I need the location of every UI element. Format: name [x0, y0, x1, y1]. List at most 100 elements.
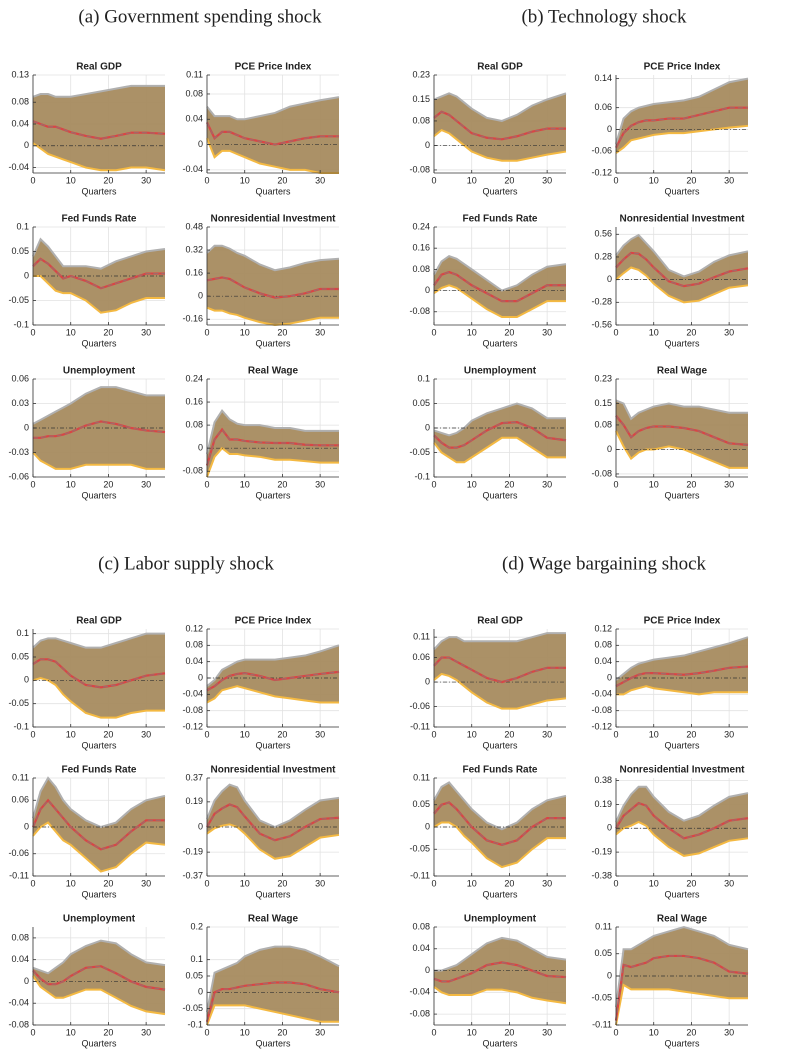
x-tick-label: 20 [504, 878, 514, 888]
band-upper-edge [206, 409, 339, 455]
y-tick-label: -0.08 [409, 306, 430, 316]
y-tick-label: 0 [24, 821, 29, 831]
y-tick-label: 0.24 [412, 221, 430, 231]
y-tick-label: 0.05 [11, 651, 29, 661]
y-tick-label: -0.08 [409, 1008, 430, 1018]
band-lower-edge [33, 275, 165, 314]
y-tick-label: 0 [607, 124, 612, 134]
x-tick-label: 30 [724, 175, 734, 185]
y-tick-label: 0.11 [413, 632, 430, 642]
chart-title: Real GDP [477, 616, 523, 627]
y-tick-label: -0.06 [8, 848, 29, 858]
chart-title: Unemployment [63, 366, 136, 377]
y-tick-label: -0.04 [591, 689, 612, 699]
x-tick-label: 30 [724, 729, 734, 739]
y-tick-label: 0.08 [594, 419, 612, 429]
y-tick-label: 0 [607, 444, 612, 454]
credible-band [207, 645, 339, 703]
y-tick-label: 0.23 [412, 69, 430, 79]
y-tick-label: 0.32 [185, 244, 203, 254]
y-tick-label: -0.1 [13, 721, 29, 731]
y-tick-label: 0 [607, 970, 612, 980]
y-tick-label: -0.16 [182, 314, 203, 324]
y-tick-label: -0.56 [591, 319, 612, 329]
band-lower-edge [206, 446, 339, 478]
y-tick-label: 0.06 [412, 652, 430, 662]
chart-title: Nonresidential Investment [619, 214, 745, 225]
y-tick-label: 0.16 [412, 243, 430, 253]
chart-title: Fed Funds Rate [462, 214, 537, 225]
chart-title: Nonresidential Investment [210, 214, 336, 225]
x-tick-label: 0 [30, 729, 35, 739]
median-dashed [615, 955, 749, 1021]
x-tick-label: 0 [204, 175, 209, 185]
y-tick-label: -0.04 [182, 689, 203, 699]
chart-title: Unemployment [464, 914, 537, 925]
band-lower-edge [615, 983, 748, 1026]
x-tick-label: 0 [613, 479, 618, 489]
y-tick-label: 0.15 [594, 398, 612, 408]
y-tick-label: 0.11 [413, 772, 430, 782]
x-tick-label: 20 [504, 479, 514, 489]
chart-title: Real Wage [657, 366, 708, 377]
median-line [33, 420, 166, 439]
x-tick-label: 20 [504, 175, 514, 185]
median-dashed [433, 801, 566, 846]
x-tick-label: 10 [649, 175, 659, 185]
x-tick-label: 0 [431, 479, 436, 489]
y-tick-label: 0.04 [185, 114, 203, 124]
median-dashed [433, 421, 567, 449]
band-lower-edge [32, 676, 165, 719]
chart-title: Fed Funds Rate [61, 214, 136, 225]
band-upper-edge [433, 255, 567, 292]
chart-title: Real GDP [76, 616, 122, 627]
band-upper-edge [206, 244, 340, 272]
chart-title: Real Wage [248, 914, 299, 925]
x-axis-label: Quarters [81, 889, 117, 899]
credible-band [434, 256, 566, 318]
y-tick-label: -0.08 [591, 705, 612, 715]
y-tick-label: -0.11 [592, 1019, 612, 1029]
chart-title: Fed Funds Rate [61, 765, 136, 776]
x-tick-label: 30 [141, 479, 151, 489]
median-dashed [206, 671, 340, 691]
y-tick-label: 0.37 [185, 772, 203, 782]
x-tick-label: 30 [542, 1027, 552, 1037]
credible-band [33, 778, 165, 872]
chart-title: Unemployment [63, 914, 136, 925]
median-dashed [206, 803, 340, 841]
y-tick-label: -0.19 [182, 847, 203, 857]
y-tick-label: -0.19 [591, 847, 612, 857]
x-tick-label: 10 [66, 1027, 76, 1037]
median-dashed [32, 965, 166, 991]
x-tick-label: 20 [277, 175, 287, 185]
y-tick-label: 0.08 [594, 640, 612, 650]
y-tick-label: 0.05 [412, 799, 430, 809]
band-upper-edge [32, 386, 165, 425]
band-lower-edge [433, 986, 567, 1005]
y-tick-label: -0.03 [8, 447, 29, 457]
median-dashed [32, 258, 165, 289]
y-tick-label: 0.1 [417, 373, 430, 383]
x-axis-label: Quarters [482, 1038, 518, 1048]
x-axis-label: Quarters [664, 889, 700, 899]
x-tick-label: 10 [467, 175, 477, 185]
chart-title: Nonresidential Investment [210, 765, 336, 776]
x-tick-label: 10 [467, 327, 477, 337]
credible-band [616, 78, 748, 154]
median-dashed [206, 276, 339, 299]
x-tick-label: 30 [315, 878, 325, 888]
band-upper-edge [615, 233, 749, 278]
y-tick-label: 0.13 [11, 69, 29, 79]
median-line [32, 658, 166, 689]
y-tick-label: 0 [198, 443, 203, 453]
x-axis-label: Quarters [81, 338, 117, 348]
y-tick-label: 0 [607, 672, 612, 682]
y-tick-label: 0.08 [185, 88, 203, 98]
x-tick-label: 10 [649, 327, 659, 337]
y-tick-label: -0.05 [8, 698, 29, 708]
median-dashed [615, 802, 749, 839]
panel-title: (c) Labor supply shock [98, 553, 274, 574]
x-tick-label: 30 [315, 327, 325, 337]
